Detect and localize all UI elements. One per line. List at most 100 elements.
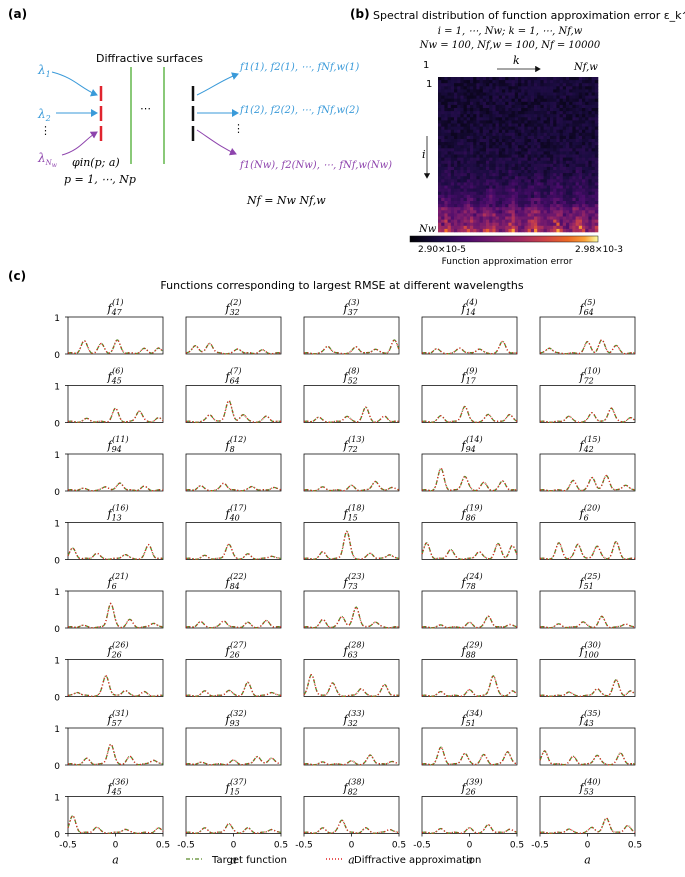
heatmap-cell	[470, 157, 474, 161]
heatmap-cell	[556, 213, 560, 217]
heatmap-cell	[530, 157, 535, 161]
heatmap-cell	[550, 197, 554, 202]
heatmap-cell	[438, 210, 442, 214]
heatmap-cell	[441, 228, 445, 233]
heatmap-cell	[473, 83, 477, 87]
heatmap-cell	[588, 201, 592, 205]
heatmap-cell	[450, 117, 455, 121]
heatmap-cell	[473, 80, 477, 84]
heatmap-cell	[591, 210, 596, 214]
heatmap-cell	[489, 89, 493, 93]
heatmap-cell	[450, 145, 455, 149]
heatmap-cell	[495, 191, 500, 196]
heatmap-cell	[479, 114, 484, 118]
heatmap-cell	[524, 86, 528, 90]
heatmap-cell	[569, 207, 573, 211]
heatmap-cell	[441, 173, 445, 177]
heatmap-cell	[511, 80, 516, 84]
heatmap-cell	[441, 111, 445, 115]
heatmap-cell	[585, 108, 589, 112]
heatmap-cell	[553, 151, 557, 155]
target-function-line	[67, 743, 164, 766]
heatmap-cell	[588, 114, 592, 118]
heatmap-cell	[543, 182, 548, 186]
heatmap-cell	[489, 92, 493, 96]
heatmap-cell	[582, 101, 586, 106]
target-function-line	[421, 405, 518, 423]
heatmap-cell	[460, 129, 464, 134]
heatmap-cell	[540, 135, 544, 140]
heatmap-cell	[438, 173, 442, 177]
heatmap-cell	[457, 111, 461, 115]
heatmap-cell	[514, 129, 519, 134]
heatmap-cell	[470, 114, 474, 118]
heatmap-cell	[540, 157, 544, 161]
heatmap-cell	[518, 194, 522, 199]
heatmap-cell	[566, 216, 570, 220]
heatmap-cell	[582, 179, 586, 183]
heatmap-cell	[511, 173, 516, 177]
heatmap-cell	[473, 201, 477, 205]
heatmap-cell	[518, 176, 522, 180]
heatmap-cell	[450, 213, 455, 217]
heatmap-cell	[530, 111, 535, 115]
heatmap-cell	[524, 163, 528, 168]
heatmap-cell	[540, 176, 544, 180]
heatmap-cell	[444, 135, 448, 140]
heatmap-cell	[508, 219, 512, 223]
heatmap-cell	[578, 216, 583, 220]
heatmap-cell	[438, 104, 442, 109]
heatmap-cell	[457, 207, 461, 211]
heatmap-cell	[447, 194, 452, 199]
heatmap-cell	[546, 166, 551, 171]
heatmap-cell	[543, 163, 548, 168]
heatmap-cell	[466, 176, 471, 180]
heatmap-cell	[492, 185, 496, 189]
heatmap-cell	[594, 98, 599, 103]
heatmap-cell	[556, 77, 560, 81]
subplot-axes	[185, 522, 282, 560]
heatmap-cell	[556, 170, 560, 174]
heatmap-cell	[537, 135, 541, 140]
heatmap-cell	[486, 117, 490, 121]
heatmap-cell	[454, 170, 458, 174]
heatmap-cell	[466, 228, 471, 233]
heatmap-cell	[454, 179, 458, 183]
heatmap-cell	[479, 126, 484, 130]
heatmap-cell	[553, 182, 557, 186]
heatmap-cell	[588, 89, 592, 93]
target-function-line	[539, 339, 636, 355]
heatmap-cell	[460, 139, 464, 143]
heatmap-cell	[514, 123, 519, 127]
heatmap-cell	[569, 148, 573, 152]
heatmap-cell	[502, 92, 506, 96]
heatmap-cell	[540, 225, 544, 230]
heatmap-cell	[534, 139, 538, 143]
heatmap-cell	[562, 204, 567, 208]
heatmap-cell	[495, 163, 500, 168]
heatmap-cell	[447, 120, 452, 124]
heatmap-cell	[578, 163, 583, 168]
heatmap-cell	[582, 182, 586, 186]
heatmap-cell	[521, 179, 525, 183]
heatmap-cell	[447, 104, 452, 109]
heatmap-cell	[562, 111, 567, 115]
heatmap-cell	[447, 154, 452, 158]
heatmap-cell	[441, 101, 445, 106]
heatmap-cell	[460, 166, 464, 171]
heatmap-cell	[582, 142, 586, 146]
heatmap-cell	[566, 182, 570, 186]
heatmap-cell	[562, 123, 567, 127]
heatmap-cell	[486, 185, 490, 189]
heatmap-cell	[518, 216, 522, 220]
heatmap-cell	[546, 204, 551, 208]
heatmap-cell	[454, 120, 458, 124]
heatmap-cell	[486, 132, 490, 137]
heatmap-cell	[534, 126, 538, 130]
target-function-line	[303, 530, 400, 560]
heatmap-cell	[511, 216, 516, 220]
heatmap-cell	[537, 191, 541, 196]
heatmap-cell	[438, 207, 442, 211]
heatmap-cell	[505, 151, 509, 155]
heatmap-cell	[559, 142, 564, 146]
